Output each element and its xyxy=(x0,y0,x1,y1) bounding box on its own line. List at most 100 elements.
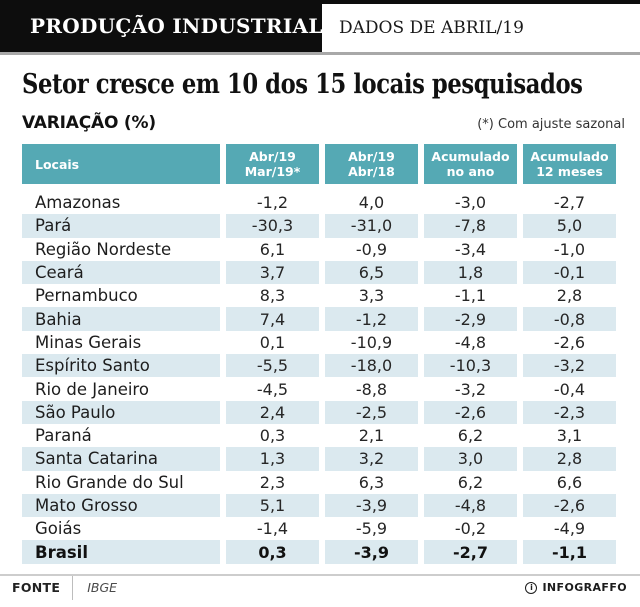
row-value: 3,0 xyxy=(424,447,517,471)
row-value: -2,9 xyxy=(424,307,517,331)
row-value: 0,3 xyxy=(226,540,319,564)
infograffo-logo-icon: i xyxy=(525,581,538,594)
row-value: 2,4 xyxy=(226,400,319,424)
table-header: Locais Abr/19 Mar/19* Abr/19 Abr/18 Acum… xyxy=(22,144,616,184)
row-value: 6,5 xyxy=(325,260,418,285)
row-value: 2,8 xyxy=(523,447,616,471)
column-header-line: Acumulado xyxy=(530,149,609,164)
row-value: -2,7 xyxy=(553,193,586,213)
column-header-line: Acumulado xyxy=(431,149,510,164)
row-value: -10,3 xyxy=(424,354,517,378)
row-value: -7,8 xyxy=(424,214,517,238)
row-local-label: Paraná xyxy=(35,426,92,446)
column-header-line: Abr/19 xyxy=(348,149,395,164)
row-local-label: Santa Catarina xyxy=(22,447,220,471)
row-value: -10,9 xyxy=(350,332,393,352)
row-value: 6,2 xyxy=(457,472,484,492)
column-header-locais: Locais xyxy=(22,144,220,184)
row-local-label: Bahia xyxy=(22,307,220,331)
row-value: -0,8 xyxy=(523,307,616,331)
period-block: DADOS DE ABRIL/19 xyxy=(322,0,640,52)
row-value: -3,9 xyxy=(325,493,418,518)
period-label: DADOS DE ABRIL/19 xyxy=(339,18,524,38)
row-value: -4,5 xyxy=(256,379,289,399)
footer: FONTE IBGE i INFOGRAFFO xyxy=(0,573,640,600)
row-value: -2,6 xyxy=(523,493,616,518)
table-row: Espírito Santo -5,5 -18,0 -10,3 -3,2 xyxy=(22,354,616,378)
table-row: Mato Grosso 5,1 -3,9 -4,8 -2,6 xyxy=(22,493,616,518)
row-value: -18,0 xyxy=(325,354,418,378)
row-value: -5,9 xyxy=(355,519,388,539)
row-value: 0,1 xyxy=(259,332,286,352)
row-value: 6,2 xyxy=(457,426,484,446)
top-bar: PRODUÇÃO INDUSTRIAL DADOS DE ABRIL/19 xyxy=(0,0,640,55)
section-row: VARIAÇÃO (%) (*) Com ajuste sazonal xyxy=(22,113,625,133)
row-value: 4,0 xyxy=(358,193,385,213)
row-local-label: Amazonas xyxy=(35,193,121,213)
row-value: 8,3 xyxy=(259,286,286,306)
table-row: Minas Gerais 0,1 -10,9 -4,8 -2,6 xyxy=(22,331,616,354)
source-name: IBGE xyxy=(87,580,118,596)
row-value: -1,4 xyxy=(256,519,289,539)
row-value: 0,3 xyxy=(259,426,286,446)
row-value: -3,2 xyxy=(523,354,616,378)
row-value: -4,9 xyxy=(553,519,586,539)
table-row: Paraná 0,3 2,1 6,2 3,1 xyxy=(22,424,616,447)
row-local-label: Brasil xyxy=(22,540,220,564)
row-value: -5,5 xyxy=(226,354,319,378)
row-value: 5,0 xyxy=(523,214,616,238)
row-value: -0,9 xyxy=(355,239,388,259)
row-local-label: Minas Gerais xyxy=(35,332,142,352)
row-value: 2,1 xyxy=(358,426,385,446)
row-value: 1,8 xyxy=(424,260,517,285)
row-value: -3,9 xyxy=(325,540,418,564)
column-header-line: Abr/19 xyxy=(249,149,296,164)
row-value: -0,4 xyxy=(553,379,586,399)
row-value: 7,4 xyxy=(226,307,319,331)
table-row: Rio Grande do Sul 2,3 6,3 6,2 6,6 xyxy=(22,471,616,494)
row-local-label: Pernambuco xyxy=(35,286,138,306)
row-value: -4,8 xyxy=(454,332,487,352)
row-value: -0,1 xyxy=(523,260,616,285)
row-value: 6,3 xyxy=(358,472,385,492)
row-value: -1,2 xyxy=(256,193,289,213)
column-header-abr19-abr18: Abr/19 Abr/18 xyxy=(325,144,418,184)
column-header-line: 12 meses xyxy=(536,164,603,179)
table-row: Pernambuco 8,3 3,3 -1,1 2,8 xyxy=(22,284,616,307)
row-value: 3,3 xyxy=(358,286,385,306)
row-value: -2,5 xyxy=(325,400,418,424)
table-row: Ceará 3,7 6,5 1,8 -0,1 xyxy=(22,260,616,285)
row-value: -0,2 xyxy=(454,519,487,539)
row-local-label: São Paulo xyxy=(22,400,220,424)
brand-block: PRODUÇÃO INDUSTRIAL xyxy=(0,0,322,52)
table-row: Pará -30,3 -31,0 -7,8 5,0 xyxy=(22,214,616,238)
row-local-label: Rio Grande do Sul xyxy=(35,472,184,492)
column-header-abr19-mar19: Abr/19 Mar/19* xyxy=(226,144,319,184)
row-value: 6,6 xyxy=(556,472,583,492)
row-value: -1,2 xyxy=(325,307,418,331)
column-header-acumulado-12m: Acumulado 12 meses xyxy=(523,144,616,184)
row-value: -1,0 xyxy=(553,239,586,259)
row-value: -2,7 xyxy=(424,540,517,564)
section-label: VARIAÇÃO (%) xyxy=(22,113,156,133)
table-row: Bahia 7,4 -1,2 -2,9 -0,8 xyxy=(22,307,616,331)
row-local-label: Mato Grosso xyxy=(22,493,220,518)
seasonal-adjust-footnote: (*) Com ajuste sazonal xyxy=(477,117,625,132)
source-label: FONTE xyxy=(12,580,61,596)
table-row: Região Nordeste 6,1 -0,9 -3,4 -1,0 xyxy=(22,238,616,261)
column-header-line: no ano xyxy=(446,164,495,179)
row-value: -1,1 xyxy=(454,286,487,306)
row-value: -1,1 xyxy=(523,540,616,564)
table-row: Santa Catarina 1,3 3,2 3,0 2,8 xyxy=(22,447,616,471)
row-value: 1,3 xyxy=(226,447,319,471)
row-local-label: Goiás xyxy=(35,519,82,539)
row-value: 3,7 xyxy=(226,260,319,285)
table-row: Amazonas -1,2 4,0 -3,0 -2,7 xyxy=(22,191,616,214)
table-row: Goiás -1,4 -5,9 -0,2 -4,9 xyxy=(22,517,616,540)
row-value: 5,1 xyxy=(226,493,319,518)
row-value: -2,3 xyxy=(523,400,616,424)
row-local-label: Pará xyxy=(22,214,220,238)
row-value: -4,8 xyxy=(424,493,517,518)
row-value: 2,3 xyxy=(259,472,286,492)
column-header-line: Locais xyxy=(35,156,80,172)
